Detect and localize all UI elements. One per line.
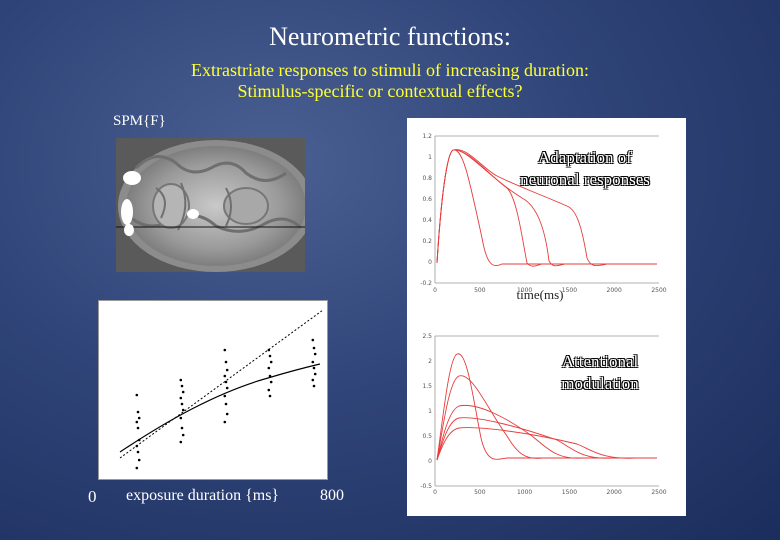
scatter-point [136,426,140,430]
scatter-point [268,354,272,358]
adaptation-annotation: Adaptation of neuronal responses [500,147,670,191]
y-tick-label: 2.5 [422,333,432,340]
scatter-point [223,348,227,352]
spm-label: SPM{F} [113,113,166,129]
scatter-point [181,408,185,412]
scatter-point [181,390,185,394]
x-tick-label: 500 [474,287,486,294]
attention-curves [436,353,657,461]
scatter-point [137,416,141,420]
y-tick-label: 0.2 [422,238,432,245]
y-tick-label: 1 [428,154,432,161]
scatter-point [312,346,316,350]
top-plot [434,135,659,284]
linear-fit-line [119,309,324,459]
scatter-point [267,388,271,392]
scatter-point [313,372,317,376]
brain-slice-image [116,138,305,272]
scatter-point [225,412,229,416]
scatter-x-start: 0 [88,487,97,506]
scatter-point [135,393,139,397]
scatter-point [269,380,273,384]
x-tick-label: 2500 [651,287,666,294]
scatter-point [224,402,228,406]
x-tick-label: 1500 [562,287,577,294]
scatter-point [136,450,140,454]
slide-subtitle-line1: Extrastriate responses to stimuli of inc… [191,60,589,80]
x-tick-label: 500 [474,489,486,496]
scatter-point [179,440,183,444]
x-tick-label: 2000 [607,489,622,496]
attention-annotation-line2: modulation [561,374,639,393]
saturating-fit-curve [119,363,321,453]
y-tick-label: 0.5 [422,433,432,440]
scatter-point [181,433,185,437]
scatter-point [136,410,140,414]
adaptation-curves [436,149,657,267]
scatter-point [135,444,139,448]
x-tick-label: 2000 [607,287,622,294]
scatter-point [312,366,316,370]
scatter-point [180,384,184,388]
scatter-point [311,378,315,382]
x-tick-label: 2500 [651,489,666,496]
scatter-point [313,352,317,356]
scatter-point [311,338,315,342]
adaptation-annotation-line2: neuronal responses [520,170,650,189]
y-tick-label: 0.8 [422,175,432,182]
scatter-point [137,438,141,442]
scatter-x-axis-label: exposure duration {ms} [126,487,280,504]
scatter-point [311,360,315,364]
y-tick-label: 0 [428,458,432,465]
y-tick-label: -0.2 [420,280,432,287]
x-tick-label: 1000 [517,287,532,294]
slide-title: Neurometric functions: [269,22,511,51]
scatter-point [180,426,184,430]
top-plot-x-label: time(ms) [516,287,564,302]
scatter-x-end: 800 [320,487,344,504]
y-tick-label: 1 [428,408,432,415]
scatter-point [268,374,272,378]
response-plots-panel: 1.210.80.60.40.20-0.2 0 500 1000 1500 2000 25… [407,118,686,516]
scatter-point [135,466,139,470]
scatter-point [180,402,184,406]
y-tick-label: 1.2 [422,133,432,140]
scatter-point [135,420,139,424]
y-tick-label: 2 [428,358,432,365]
y-tick-label: 0 [428,259,432,266]
scatter-point [269,360,273,364]
attention-annotation: Attentional modulation [530,351,670,395]
scatter-point [137,458,141,462]
attention-annotation-line1: Attentional [561,352,639,371]
duration-scatter-plot [98,300,328,480]
scatter-point [223,394,227,398]
scatter-point [179,416,183,420]
scatter-point [179,396,183,400]
x-tick-label: 0 [433,489,437,496]
y-tick-label: 1.5 [422,383,432,390]
scatter-point [223,374,227,378]
scatter-point [312,384,316,388]
scatter-point [225,368,229,372]
x-tick-label: 0 [433,287,437,294]
bottom-plot [434,335,659,487]
scatter-point [224,380,228,384]
x-tick-label: 1000 [517,489,532,496]
scatter-point [267,366,271,370]
scatter-point [267,348,271,352]
y-tick-label: 0.6 [422,196,432,203]
scatter-point [268,394,272,398]
y-tick-label: -0.5 [420,483,432,490]
scatter-point [225,386,229,390]
adaptation-annotation-line1: Adaptation of [538,148,632,167]
scatter-point [224,360,228,364]
x-tick-label: 1500 [562,489,577,496]
scatter-point [223,420,227,424]
slide-subtitle-line2: Stimulus-specific or contextual effects? [237,81,523,101]
scatter-point [179,378,183,382]
y-tick-label: 0.4 [422,217,432,224]
